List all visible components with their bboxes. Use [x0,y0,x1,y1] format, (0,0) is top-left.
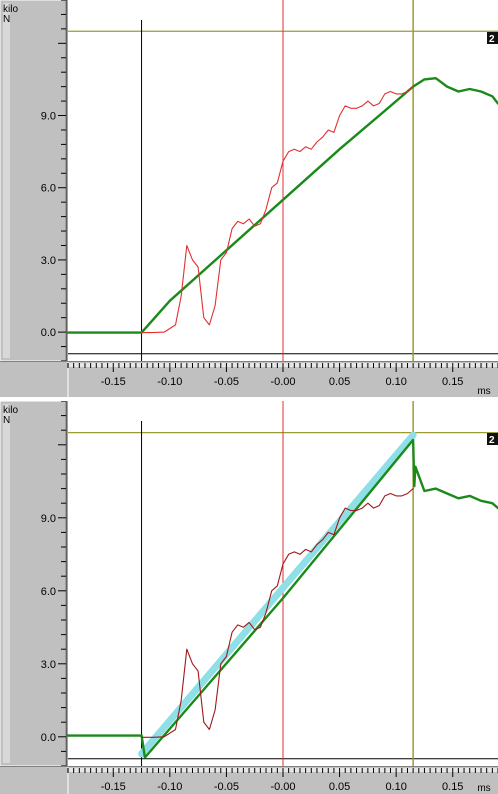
bottom-series-line-0 [138,431,417,758]
top-x-tick-label: -0.00 [270,376,295,388]
bottom-y-tick-label: 3.0 [41,659,56,671]
top-channel-badge-box [487,32,498,44]
bottom-unit-label-kilo: kilo [3,405,18,416]
top-x-tick-label: -0.05 [214,376,239,388]
bottom-x-tick-label: -0.00 [270,781,295,793]
bottom-x-tick-label: 0.15 [442,781,463,793]
bottom-x-tick-label: -0.15 [101,781,126,793]
top-y-tick-label: 0.0 [41,327,56,339]
bottom-unit-label-n: N [3,415,10,426]
top-y-tick-label: 9.0 [41,111,56,123]
bottom-x-tick-label: 0.10 [385,781,406,793]
bottom-x-unit-label: ms [477,783,490,794]
bottom-series-line-2 [141,488,414,738]
top-channel-badge-label: 2 [489,34,495,45]
bottom-x-tick-label: -0.05 [214,781,239,793]
bottom-x-tick-label: 0.05 [329,781,350,793]
top-x-unit-label: ms [477,386,490,397]
bottom-y-tick-label: 6.0 [41,586,56,598]
top-series-line-1 [141,86,414,334]
bottom-y-ruler-strip [3,404,10,763]
top-y-tick-label: 6.0 [41,183,56,195]
chart-panel-bottom: kilo N 0.0 3.0 6.0 9.0 -0.15 -0.10 -0.05 -0.00 0.0… [0,401,498,794]
chart-panel-top: kilo N 0.0 3.0 6.0 9.0 -0.15 -0.10 -0.05 -0.00 0.0… [0,0,498,397]
top-x-tick-label: 0.15 [442,376,463,388]
top-y-tick-label: 3.0 [41,255,56,267]
top-unit-label-kilo: kilo [3,4,18,15]
top-x-tick-label: 0.05 [329,376,350,388]
bottom-y-tick-label: 9.0 [41,513,56,525]
top-series-line-0 [66,76,498,334]
top-y-ruler-strip [3,3,10,358]
bottom-y-tick-label: 0.0 [41,732,56,744]
top-x-tick-label: -0.15 [101,376,126,388]
top-y-ruler-panel [0,0,67,362]
top-x-tick-label: -0.10 [157,376,182,388]
bottom-channel-badge-box [487,433,498,445]
bottom-series-line-1 [66,438,498,759]
top-unit-label-n: N [3,14,10,25]
bottom-channel-badge-label: 2 [489,435,495,446]
top-x-tick-label: 0.10 [385,376,406,388]
bottom-x-tick-label: -0.10 [157,781,182,793]
